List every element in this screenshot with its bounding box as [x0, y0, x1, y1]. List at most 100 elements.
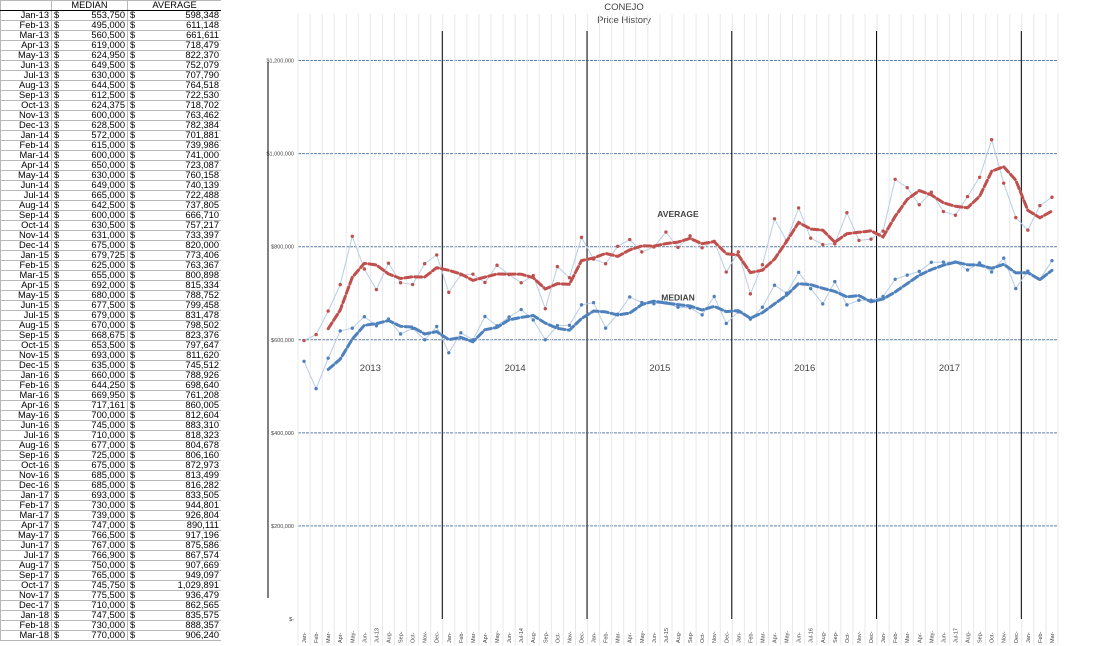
y-tick-label: $1,200,000: [266, 59, 294, 65]
table-row: Sep-15 $668,675 $823,376: [0, 330, 221, 341]
row-month: Dec-16: [0, 480, 52, 491]
table-row: Jul-17 $766,900 $867,574: [0, 550, 221, 561]
data-point: [845, 211, 849, 215]
currency-sign: $: [127, 190, 138, 201]
currency-sign: $: [51, 210, 62, 221]
median-value: 692,000: [61, 280, 129, 291]
chart-title: CONEJO: [604, 2, 644, 13]
data-point: [519, 281, 523, 285]
median-value: 650,000: [61, 160, 129, 171]
currency-sign: $: [127, 630, 138, 641]
currency-sign: $: [127, 510, 138, 521]
table-row: Jun-15 $677,500 $799,458: [0, 300, 221, 311]
row-month: Aug-14: [0, 200, 52, 211]
currency-sign: $: [51, 410, 62, 421]
y-tick-label: $600,000: [271, 338, 294, 344]
average-value: 944,801: [137, 500, 221, 511]
median-value: 628,500: [61, 120, 129, 131]
average-value: 936,479: [137, 590, 221, 601]
average-value: 822,370: [137, 50, 221, 61]
price-history-chart: CONEJO Price History $-$200,000$400,000$…: [266, 2, 1059, 645]
table-row: Jul-13 $630,000 $707,790: [0, 70, 221, 81]
row-month: Dec-17: [0, 600, 52, 611]
currency-sign: $: [127, 390, 138, 401]
table-row: Oct-15 $653,500 $797,647: [0, 340, 221, 351]
average-value: 741,000: [137, 150, 221, 161]
y-tick-label: $800,000: [271, 245, 294, 251]
median-value: 635,000: [61, 360, 129, 371]
data-point: [929, 260, 934, 264]
currency-sign: $: [127, 210, 138, 221]
table-row: Jan-13 $553,750 $598,348: [0, 10, 221, 21]
row-month: Apr-13: [0, 40, 52, 51]
average-value: 761,208: [137, 390, 221, 401]
currency-sign: $: [127, 500, 138, 511]
row-month: Dec-13: [0, 120, 52, 131]
average-value: 666,710: [137, 210, 221, 221]
x-tick-label: Apr-: [483, 632, 489, 643]
currency-sign: $: [127, 180, 138, 191]
currency-sign: $: [51, 290, 62, 301]
average-value: 722,530: [137, 90, 221, 101]
table-row: Feb-16 $644,250 $698,640: [0, 380, 221, 391]
series-trend-line: [326, 260, 1054, 371]
data-point: [1014, 286, 1018, 291]
currency-sign: $: [51, 310, 62, 321]
data-point: [1002, 181, 1006, 185]
average-value: 707,790: [137, 70, 221, 81]
average-value: 833,505: [137, 490, 221, 501]
average-value: 890,111: [137, 520, 221, 531]
data-point: [808, 236, 813, 240]
x-tick-label: Dec-: [435, 631, 441, 643]
row-month: Jan-17: [0, 490, 52, 501]
currency-sign: $: [127, 310, 138, 321]
currency-sign: $: [51, 340, 62, 351]
currency-sign: $: [127, 40, 138, 51]
data-point: [567, 275, 572, 280]
data-point: [917, 269, 921, 274]
row-month: Oct-13: [0, 100, 52, 111]
y-tick-label: $-: [289, 617, 294, 623]
table-row: Jun-17 $767,000 $875,586: [0, 540, 221, 551]
median-value: 745,750: [61, 580, 129, 591]
currency-sign: $: [51, 240, 62, 251]
data-point: [531, 318, 535, 322]
average-value: 718,479: [137, 40, 221, 51]
data-point: [688, 234, 692, 238]
median-value: 630,000: [61, 70, 129, 81]
table-row: Nov-16 $685,000 $813,499: [0, 470, 221, 481]
table-row: Jul-16 $710,000 $818,323: [0, 430, 221, 441]
currency-sign: $: [51, 470, 62, 481]
currency-sign: $: [51, 200, 62, 211]
row-month: Jul-15: [0, 310, 52, 321]
median-value: 625,000: [61, 260, 129, 271]
row-month: Jul-13: [0, 70, 52, 81]
currency-sign: $: [51, 150, 62, 161]
median-value: 619,000: [61, 40, 129, 51]
y-axis: $- $200,000 $400,000 $600,000 $800,000 $1,000…: [266, 59, 294, 623]
currency-sign: $: [51, 430, 62, 441]
data-point: [664, 230, 668, 234]
spreadsheet-table: MEDIAN AVERAGE Jan-13 $553,750 $598,348 Feb…: [0, 0, 221, 646]
average-value: 799,458: [137, 300, 221, 311]
row-month: Sep-16: [0, 450, 52, 461]
average-value: 723,087: [137, 160, 221, 171]
currency-sign: $: [127, 240, 138, 251]
table-row: Mar-13 $560,500 $661,611: [0, 30, 221, 41]
data-point: [435, 324, 439, 329]
row-month: Oct-14: [0, 220, 52, 231]
average-value: 811,620: [137, 350, 221, 361]
median-value: 685,000: [61, 470, 129, 481]
average-value: 757,217: [137, 220, 221, 231]
currency-sign: $: [51, 270, 62, 281]
median-value: 750,000: [61, 560, 129, 571]
currency-sign: $: [127, 10, 138, 21]
currency-sign: $: [51, 100, 62, 111]
median-value: 747,500: [61, 610, 129, 621]
table-row: Dec-15 $635,000 $745,512: [0, 360, 221, 371]
currency-sign: $: [51, 450, 62, 461]
row-month: Mar-17: [0, 510, 52, 521]
currency-sign: $: [127, 530, 138, 541]
average-value: 862,565: [137, 600, 221, 611]
data-point: [422, 338, 427, 342]
